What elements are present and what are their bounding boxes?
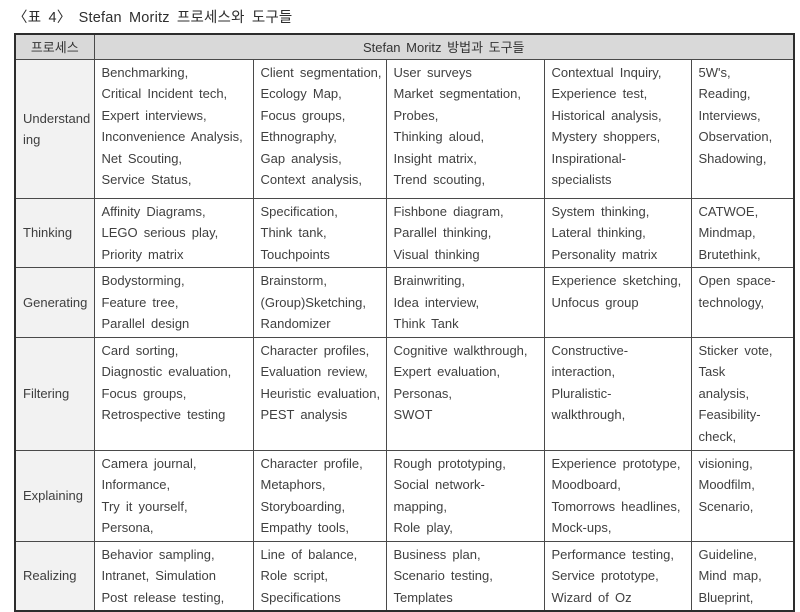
tool-cell: visioning, Moodfilm, Scenario, xyxy=(690,449,795,542)
tool-cell: Bodystorming, Feature tree, Parallel des… xyxy=(93,267,254,338)
tool-cell: Guideline, Mind map, Blueprint, xyxy=(690,540,795,612)
table-row: Understanding Benchmarking, Critical Inci… xyxy=(14,58,795,199)
header-tools-cell: Stefan Moritz 방법과 도구들 xyxy=(93,33,795,60)
tool-cell: Contextual Inquiry, Experience test, His… xyxy=(543,58,692,199)
process-cell-filtering: Filtering xyxy=(14,336,95,451)
table-row: Thinking Affinity Diagrams, LEGO serious … xyxy=(14,197,795,268)
tool-cell: System thinking, Lateral thinking, Perso… xyxy=(543,197,692,268)
process-cell-understanding: Understanding xyxy=(14,58,95,199)
tool-cell: 5W's, Reading, Interviews, Observation, … xyxy=(690,58,795,199)
tool-cell: User surveys Market segmentation, Probes… xyxy=(385,58,545,199)
tool-cell: Character profiles, Evaluation review, H… xyxy=(252,336,387,451)
header-process-cell: 프로세스 xyxy=(14,33,95,60)
tool-cell: Camera journal, Informance, Try it yours… xyxy=(93,449,254,542)
tool-cell: Brainstorm, (Group)Sketching, Randomizer xyxy=(252,267,387,338)
tool-cell: Cognitive walkthrough, Expert evaluation… xyxy=(385,336,545,451)
tool-cell: Specification, Think tank, Touchpoints xyxy=(252,197,387,268)
table-row: Realizing Behavior sampling, Intranet, Si… xyxy=(14,540,795,612)
process-cell-thinking: Thinking xyxy=(14,197,95,268)
tool-cell: Business plan, Scenario testing, Templat… xyxy=(385,540,545,612)
moritz-process-tools-table: 프로세스 Stefan Moritz 방법과 도구들 Understanding… xyxy=(14,33,795,612)
tool-cell: Brainwriting, Idea interview, Think Tank xyxy=(385,267,545,338)
tool-cell: Character profile, Metaphors, Storyboard… xyxy=(252,449,387,542)
tool-cell: Experience sketching, Unfocus group xyxy=(543,267,692,338)
tool-cell: Behavior sampling, Intranet, Simulation … xyxy=(93,540,254,612)
tool-cell: Fishbone diagram, Parallel thinking, Vis… xyxy=(385,197,545,268)
tool-cell: CATWOE, Mindmap, Brutethink, xyxy=(690,197,795,268)
tool-cell: Line of balance, Role script, Specificat… xyxy=(252,540,387,612)
tool-cell: Performance testing, Service prototype, … xyxy=(543,540,692,612)
tool-cell: Card sorting, Diagnostic evaluation, Foc… xyxy=(93,336,254,451)
tool-cell: Sticker vote, Task analysis, Feasibility… xyxy=(690,336,795,451)
tool-cell: Constructive- interaction, Pluralistic- … xyxy=(543,336,692,451)
table-row: Generating Bodystorming, Feature tree, Pa… xyxy=(14,267,795,338)
tool-cell: Open space- technology, xyxy=(690,267,795,338)
table-caption: 〈표 4〉 Stefan Moritz 프로세스와 도구들 xyxy=(13,10,293,26)
process-cell-generating: Generating xyxy=(14,267,95,338)
tool-cell: Affinity Diagrams, LEGO serious play, Pr… xyxy=(93,197,254,268)
tool-cell: Experience prototype, Moodboard, Tomorro… xyxy=(543,449,692,542)
tool-cell: Rough prototyping, Social network- mappi… xyxy=(385,449,545,542)
process-cell-realizing: Realizing xyxy=(14,540,95,612)
tool-cell: Benchmarking, Critical Incident tech, Ex… xyxy=(93,58,254,199)
table-row: Filtering Card sorting, Diagnostic evalua… xyxy=(14,336,795,451)
table-header-row: 프로세스 Stefan Moritz 방법과 도구들 xyxy=(14,33,795,60)
process-cell-explaining: Explaining xyxy=(14,449,95,542)
table-row: Explaining Camera journal, Informance, Tr… xyxy=(14,449,795,542)
tool-cell: Client segmentation, Ecology Map, Focus … xyxy=(252,58,387,199)
